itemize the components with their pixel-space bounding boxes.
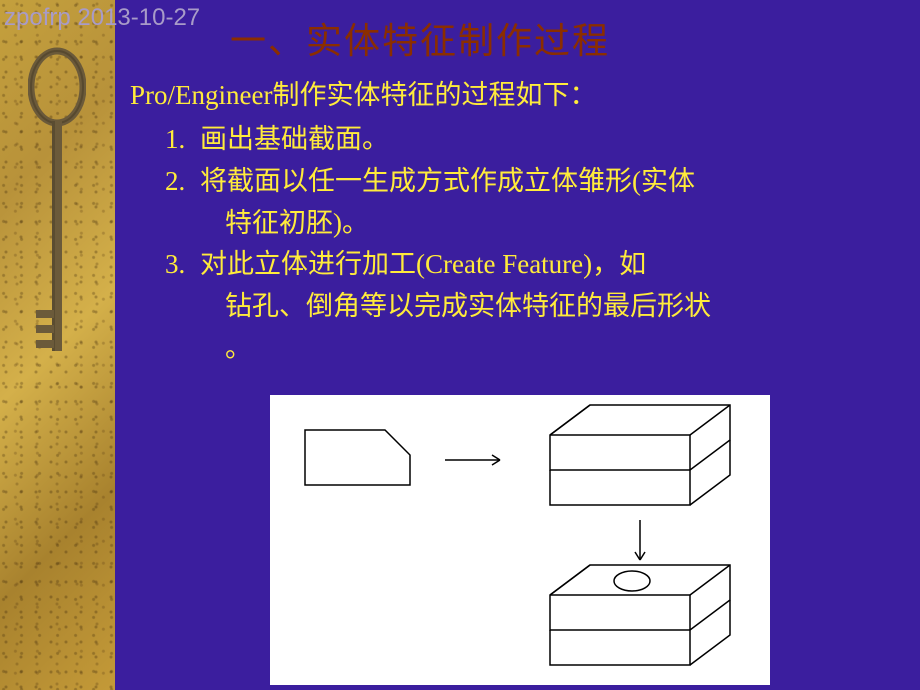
profile-2d-shape bbox=[305, 430, 410, 485]
solid-block-shape bbox=[550, 405, 730, 505]
process-diagram bbox=[270, 395, 770, 685]
arrow-right-icon bbox=[445, 455, 500, 465]
step-3-cont2: 。 bbox=[130, 328, 905, 370]
slide-title: 一、实体特征制作过程 bbox=[230, 12, 610, 64]
solid-block-with-hole-shape bbox=[550, 565, 730, 665]
step-2-cont: 特征初胚)。 bbox=[130, 203, 905, 245]
step-2: 2. 将截面以任一生成方式作成立体雏形(实体 bbox=[130, 161, 905, 203]
step-text: 画出基础截面。 bbox=[200, 124, 389, 154]
step-text: 将截面以任一生成方式作成立体雏形(实体 bbox=[200, 166, 695, 196]
step-number: 2. bbox=[165, 161, 185, 203]
step-3: 3. 对此立体进行加工(Create Feature)，如 bbox=[130, 244, 905, 286]
step-number: 1. bbox=[165, 119, 185, 161]
step-text: 对此立体进行加工(Create Feature)，如 bbox=[200, 249, 646, 279]
intro-text: Pro/Engineer制作实体特征的过程如下： bbox=[130, 75, 905, 117]
step-number: 3. bbox=[165, 244, 185, 286]
step-1: 1. 画出基础截面。 bbox=[130, 119, 905, 161]
step-3-cont: 钻孔、倒角等以完成实体特征的最后形状 bbox=[130, 286, 905, 328]
sidebar-texture bbox=[0, 0, 115, 690]
key-illustration bbox=[28, 45, 86, 395]
body-content: Pro/Engineer制作实体特征的过程如下： 1. 画出基础截面。 2. 将… bbox=[130, 75, 905, 370]
watermark-text: zpofrp 2013-10-27 bbox=[4, 4, 200, 32]
arrow-down-icon bbox=[635, 520, 645, 560]
